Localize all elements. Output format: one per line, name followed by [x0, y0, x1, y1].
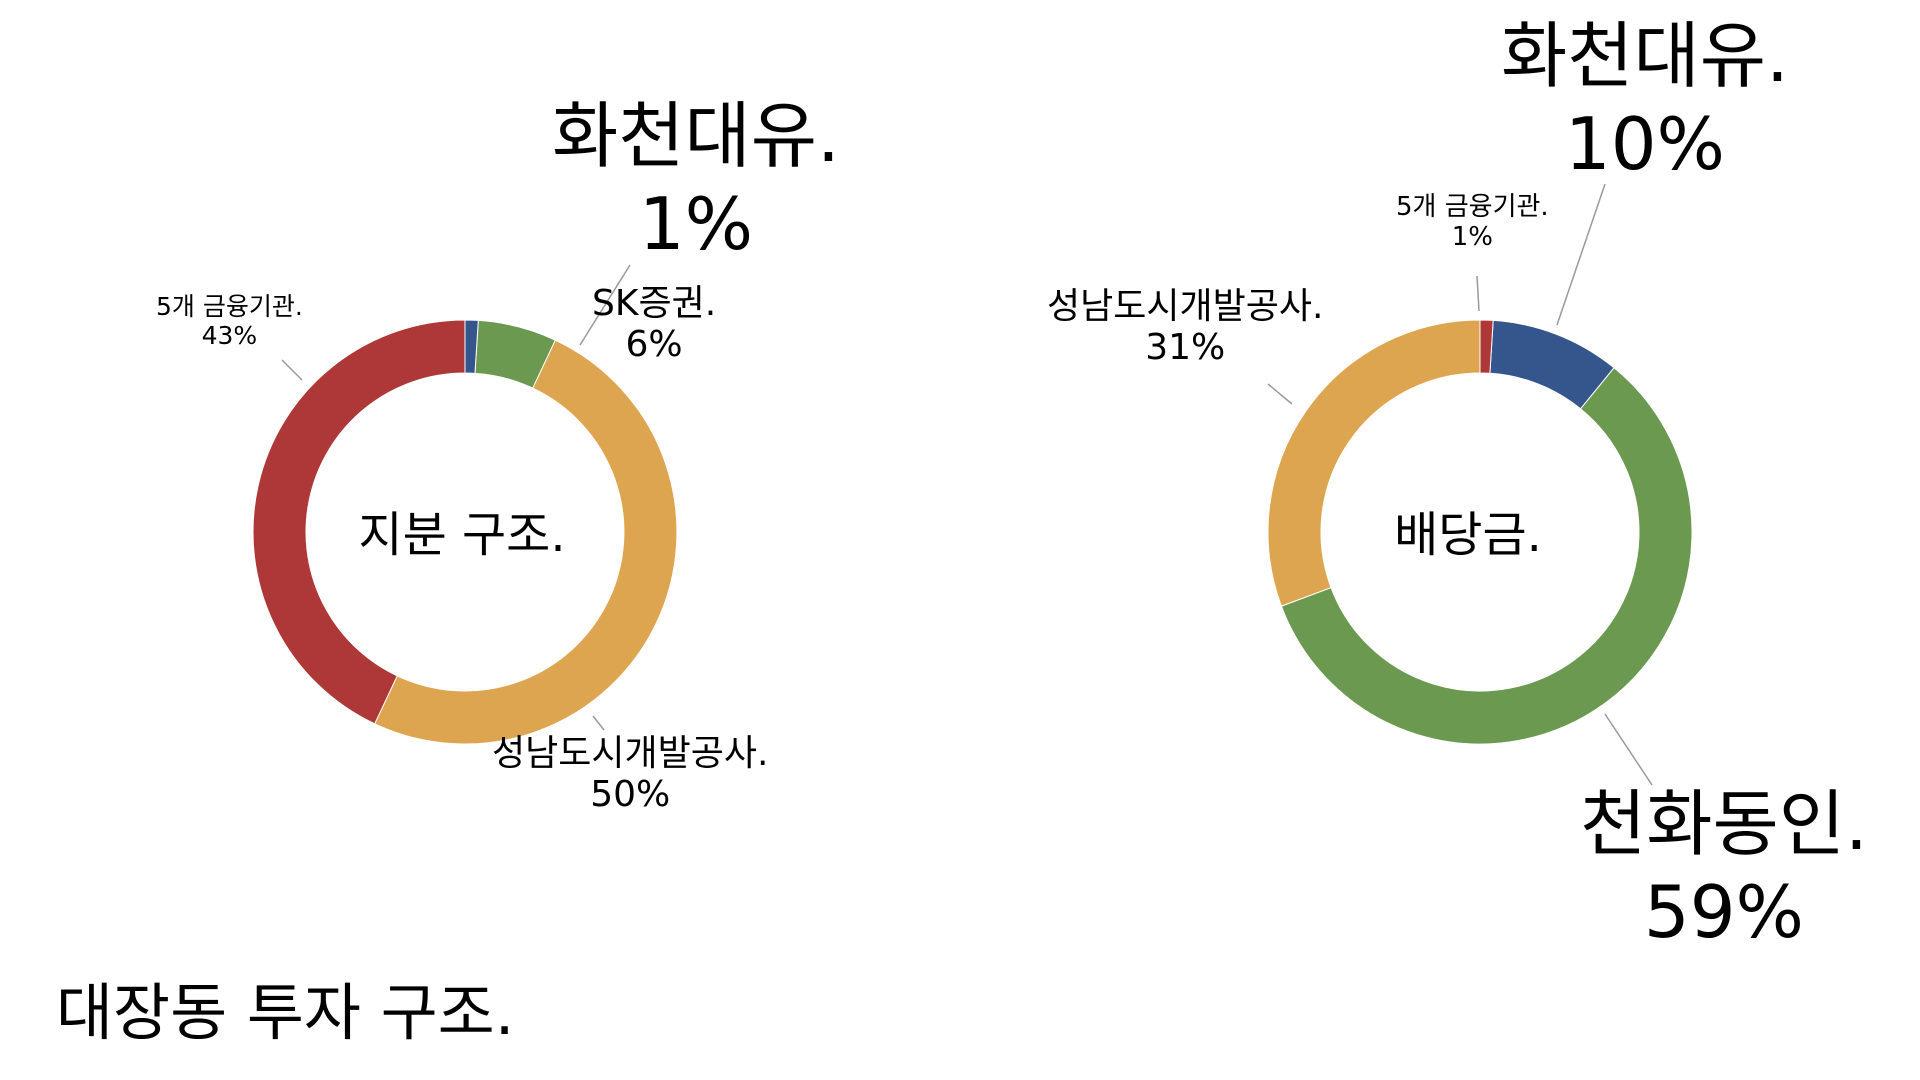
data-label-name: 천화동인. [1580, 782, 1868, 866]
data-label-seongnam-dividend: 성남도시개발공사. 31% [1047, 286, 1323, 369]
data-label-cheonhwa-dividend: 천화동인. 59% [1580, 781, 1868, 957]
data-label-name: 5개 금융기관. [1396, 192, 1549, 222]
data-label-hwacheon-dividend: 화천대유. 10% [1501, 13, 1789, 189]
data-label-name: 5개 금융기관. [156, 292, 303, 321]
donut-slice [374, 339, 678, 745]
data-label-value: 10% [1564, 101, 1725, 186]
data-label-name: 화천대유. [552, 94, 840, 178]
center-label-equity: 지분 구조. [358, 507, 566, 563]
donut-slice [252, 319, 466, 725]
data-label-name: 성남도시개발공사. [1047, 286, 1324, 327]
donut-slice [1280, 367, 1693, 745]
data-label-value: 43% [201, 320, 258, 350]
data-label-name: SK증권. [592, 283, 717, 324]
data-label-value: 1% [1451, 221, 1493, 252]
data-label-seongnam-equity: 성남도시개발공사. 50% [492, 733, 768, 816]
data-label-value: 50% [590, 774, 671, 816]
data-label-banks-equity: 5개 금융기관. 43% [156, 292, 303, 351]
leader-line [579, 264, 631, 346]
data-label-hwacheon-equity: 화천대유. 1% [552, 93, 840, 269]
leader-line [592, 715, 605, 731]
leader-line [1604, 713, 1653, 786]
leader-line [281, 359, 303, 381]
data-label-value: 59% [1643, 869, 1804, 954]
leader-line [1267, 383, 1293, 405]
data-label-name: 화천대유. [1501, 14, 1789, 98]
leader-line [1556, 183, 1606, 326]
donut-slice [464, 319, 479, 374]
donut-slice [1489, 319, 1615, 410]
data-label-sk: SK증권. 6% [592, 283, 716, 366]
leader-line [1476, 275, 1480, 312]
donut-slice [1479, 319, 1494, 374]
center-label-dividend: 배당금. [1394, 507, 1542, 563]
donut-slice [474, 319, 556, 389]
slide-title: 대장동 투자 구조. [56, 976, 515, 1049]
data-label-banks-dividend: 5개 금융기관. 1% [1396, 192, 1549, 253]
data-label-value: 6% [625, 324, 683, 366]
data-label-value: 31% [1145, 327, 1226, 369]
data-label-name: 성남도시개발공사. [492, 733, 769, 774]
data-label-value: 1% [638, 181, 754, 266]
